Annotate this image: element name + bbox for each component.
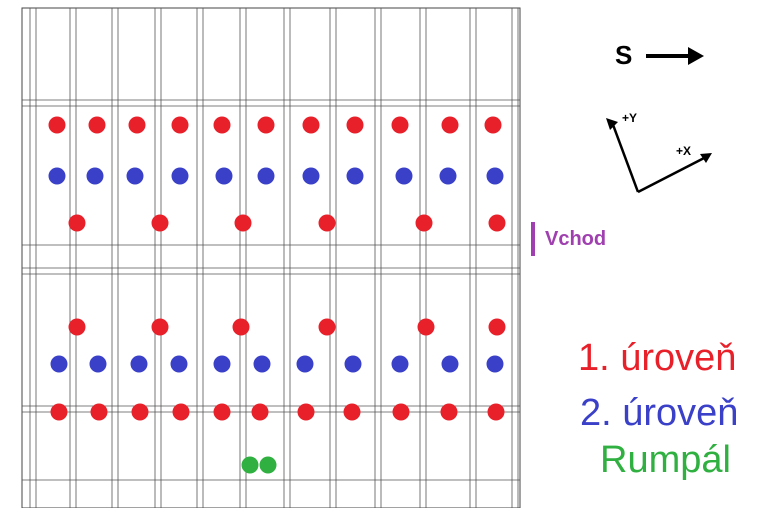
point-dot: [303, 168, 320, 185]
point-dot: [69, 215, 86, 232]
point-dot: [488, 404, 505, 421]
y-arrowhead: [606, 118, 618, 130]
north-label: S: [615, 40, 632, 70]
point-dot: [152, 215, 169, 232]
point-dot: [214, 117, 231, 134]
point-dot: [173, 404, 190, 421]
point-dot: [235, 215, 252, 232]
plan-drawing: [22, 8, 520, 508]
point-dot: [489, 319, 506, 336]
point-dot: [216, 168, 233, 185]
legend-winch: Rumpál: [600, 439, 731, 481]
point-dot: [303, 117, 320, 134]
y-axis-label: +Y: [622, 111, 637, 125]
point-dot: [416, 215, 433, 232]
point-dot: [172, 168, 189, 185]
point-dot: [90, 356, 107, 373]
point-dot: [393, 404, 410, 421]
x-axis-arrow: [638, 156, 708, 192]
point-dot: [347, 168, 364, 185]
point-dot: [91, 404, 108, 421]
legend-level-1: 1. úroveň: [578, 337, 736, 379]
point-dot: [440, 168, 457, 185]
point-dot: [127, 168, 144, 185]
north-arrowhead: [688, 47, 704, 65]
point-dot: [442, 356, 459, 373]
point-dot: [487, 168, 504, 185]
point-dot: [392, 117, 409, 134]
point-dot: [171, 356, 188, 373]
point-dot: [51, 356, 68, 373]
point-dot: [69, 319, 86, 336]
point-dot: [418, 319, 435, 336]
point-dot: [129, 117, 146, 134]
page: {"compass": {"north_label": "S", "y_axis…: [0, 0, 758, 508]
plan-border: [22, 8, 520, 508]
point-dot: [89, 117, 106, 134]
point-dot: [344, 404, 361, 421]
point-dot: [260, 457, 277, 474]
point-dot: [172, 117, 189, 134]
point-dot: [319, 215, 336, 232]
point-dot: [152, 319, 169, 336]
point-dot: [319, 319, 336, 336]
x-axis-label: +X: [676, 144, 691, 158]
point-dot: [132, 404, 149, 421]
point-dot: [258, 117, 275, 134]
point-dot: [252, 404, 269, 421]
point-dot: [87, 168, 104, 185]
point-dot: [254, 356, 271, 373]
point-dot: [298, 404, 315, 421]
point-dot: [396, 168, 413, 185]
point-dot: [297, 356, 314, 373]
point-dot: [233, 319, 250, 336]
entrance-label: Vchod: [545, 228, 606, 250]
point-dot: [489, 215, 506, 232]
point-dot: [214, 356, 231, 373]
point-dot: [485, 117, 502, 134]
point-dot: [49, 117, 66, 134]
point-dot: [242, 457, 259, 474]
point-dot: [258, 168, 275, 185]
point-dot: [49, 168, 66, 185]
legend-level-2: 2. úroveň: [580, 392, 738, 434]
point-dot: [392, 356, 409, 373]
y-axis-arrow: [612, 122, 638, 192]
point-dot: [214, 404, 231, 421]
point-dot: [51, 404, 68, 421]
point-dot: [487, 356, 504, 373]
point-dot: [442, 117, 459, 134]
point-dot: [441, 404, 458, 421]
point-dot: [131, 356, 148, 373]
floor-plan-diagram: Vchod S +Y +X 1. úroveň 2. úroveň Rumpál: [0, 0, 758, 508]
point-dot: [347, 117, 364, 134]
point-dot: [345, 356, 362, 373]
